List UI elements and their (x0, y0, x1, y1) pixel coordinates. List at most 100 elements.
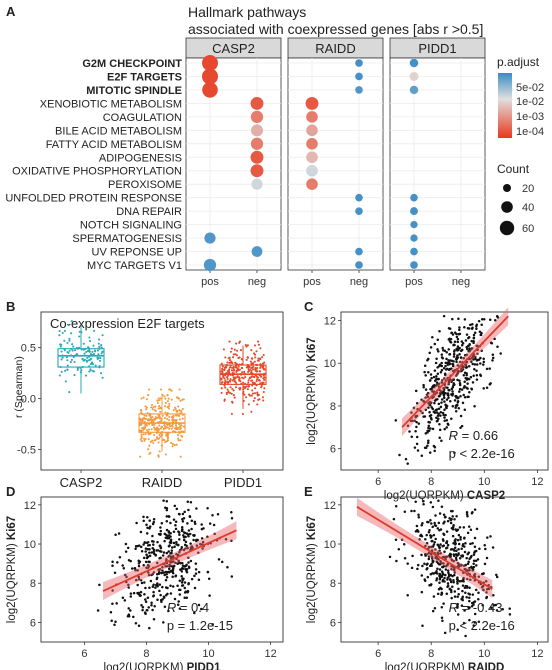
point (467, 336, 471, 339)
point (438, 546, 441, 549)
point (468, 347, 471, 350)
point (415, 420, 418, 424)
x-tick-label: 8 (428, 476, 434, 488)
b-point (166, 417, 169, 421)
facet-label-raidd: RAIDD (315, 41, 355, 56)
point (118, 556, 122, 559)
point (147, 565, 151, 568)
point (469, 556, 473, 559)
point (180, 545, 184, 549)
b-point (239, 349, 243, 352)
point (445, 406, 448, 409)
b-ytick-label: 0.0 (21, 394, 36, 406)
point (137, 578, 141, 581)
b-point (64, 369, 67, 372)
point (152, 590, 155, 594)
point (427, 530, 431, 534)
b-point (245, 396, 248, 399)
b-point (228, 368, 231, 371)
point (422, 383, 425, 387)
pathway-label: BILE ACID METABOLISM (55, 125, 182, 137)
point (459, 426, 462, 429)
point (137, 559, 140, 562)
b-point (249, 360, 252, 363)
b-point (244, 387, 247, 390)
point (462, 564, 466, 567)
point (442, 314, 446, 318)
b-point (246, 366, 249, 369)
point (440, 593, 443, 596)
b-point (149, 418, 152, 421)
point (449, 518, 453, 522)
point (152, 594, 156, 597)
point (230, 511, 233, 514)
point (178, 538, 181, 541)
x-tick-label: 12 (264, 648, 276, 660)
point (452, 554, 456, 558)
point (494, 318, 497, 322)
b-point (262, 367, 265, 370)
b-point (226, 361, 229, 364)
point (473, 573, 477, 576)
point (140, 550, 144, 553)
point (428, 410, 431, 414)
b-point (246, 356, 249, 359)
point (431, 572, 434, 575)
b-point (140, 397, 143, 400)
b-point (157, 427, 160, 430)
b-point (232, 365, 235, 368)
point (142, 556, 146, 560)
point (438, 572, 442, 576)
point (435, 381, 439, 384)
point (429, 416, 433, 420)
count-legend-dot-40 (501, 201, 513, 213)
point (439, 411, 443, 414)
point (446, 519, 450, 523)
point (491, 546, 495, 549)
b-point (148, 388, 151, 391)
point (148, 554, 152, 558)
b-point (153, 434, 156, 437)
point (162, 621, 165, 624)
b-point (226, 376, 229, 379)
point (226, 566, 229, 569)
point (482, 387, 485, 390)
b-point (145, 414, 148, 417)
point (163, 573, 166, 577)
point (473, 536, 477, 540)
point (146, 608, 149, 612)
b-point (100, 346, 103, 349)
point (150, 540, 154, 543)
point (161, 554, 165, 557)
point (443, 416, 446, 419)
point (446, 585, 449, 588)
point (165, 515, 169, 518)
b-point (90, 362, 94, 365)
point (436, 383, 439, 387)
point (164, 578, 168, 582)
b-point (261, 365, 264, 368)
point (477, 575, 481, 579)
point (159, 546, 163, 550)
b-point (70, 320, 73, 323)
point (160, 550, 163, 553)
point (145, 541, 149, 545)
b-point (147, 394, 150, 397)
x-tick-label: 8 (428, 648, 434, 660)
b-point (226, 377, 229, 380)
panel-d-scatter: 6 8 10 12 6 8 10 12 log2(UQRPKM) PIDD1 log2(UQRPK… (6, 496, 284, 670)
point (147, 571, 150, 574)
point (183, 543, 187, 547)
point (187, 556, 190, 559)
point (172, 564, 176, 568)
point (162, 551, 166, 554)
fit-line (401, 315, 509, 428)
point (494, 603, 498, 607)
point (177, 531, 181, 534)
point (461, 368, 465, 371)
pathway-label: NOTCH SIGNALING (80, 220, 182, 232)
b-point (58, 330, 61, 333)
y-tick-label: 6 (330, 617, 336, 629)
b-xtick-label-raidd: RAIDD (142, 475, 182, 490)
b-point (148, 414, 151, 417)
